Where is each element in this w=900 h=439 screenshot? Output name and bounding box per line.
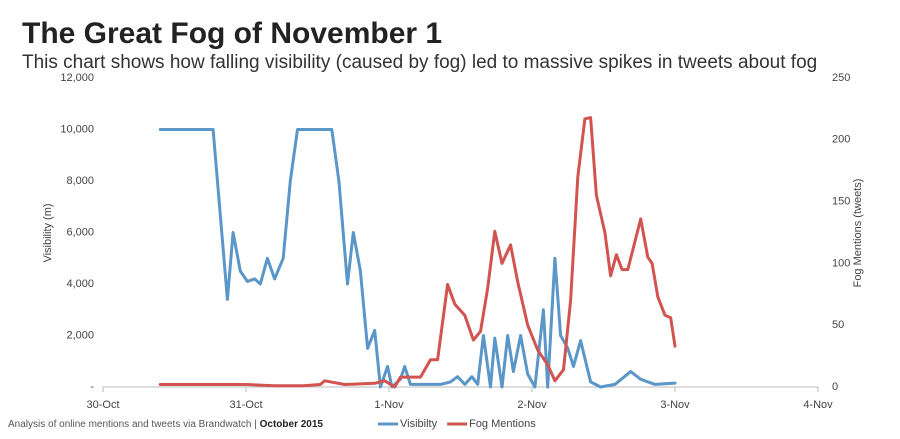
y-tick-label: 8,000 <box>66 175 94 187</box>
x-tick-label: 30-Oct <box>86 399 119 411</box>
source-date: October 2015 <box>260 419 324 430</box>
y2-axis-label: Fog Mentions (tweets) <box>852 179 864 288</box>
y2-tick-label: 50 <box>832 319 844 331</box>
x-tick-label: 4-Nov <box>803 399 833 411</box>
y-tick-label: 10,000 <box>60 123 94 135</box>
x-tick-label: 31-Oct <box>229 399 262 411</box>
y-tick-label: 2,000 <box>66 329 94 341</box>
legend-label: Visibilty <box>400 418 438 430</box>
x-tick-label: 1-Nov <box>374 399 404 411</box>
chart-subtitle: This chart shows how falling visibility … <box>22 52 817 73</box>
y2-tick-label: 150 <box>832 196 850 208</box>
x-tick-label: 2-Nov <box>517 399 547 411</box>
y-tick-label: - <box>90 381 94 393</box>
y2-tick-label: 250 <box>832 72 850 84</box>
legend-label: Fog Mentions <box>469 418 536 430</box>
x-tick-label: 3-Nov <box>660 399 690 411</box>
footer-source: Analysis of online mentions and tweets v… <box>8 419 323 430</box>
y2-tick-label: 0 <box>832 381 838 393</box>
data-line <box>158 128 677 389</box>
chart-title: The Great Fog of November 1 <box>22 17 442 50</box>
y-tick-label: 4,000 <box>66 278 94 290</box>
y-tick-label: 6,000 <box>66 226 94 238</box>
y2-tick-label: 200 <box>832 134 850 146</box>
source: Analysis of online mentions and tweets v… <box>8 419 257 430</box>
y2-tick-label: 100 <box>832 257 850 269</box>
y-axis-label: Visibility (m) <box>42 203 54 262</box>
data-line <box>158 116 677 389</box>
y-tick-label: 12,000 <box>60 72 94 84</box>
